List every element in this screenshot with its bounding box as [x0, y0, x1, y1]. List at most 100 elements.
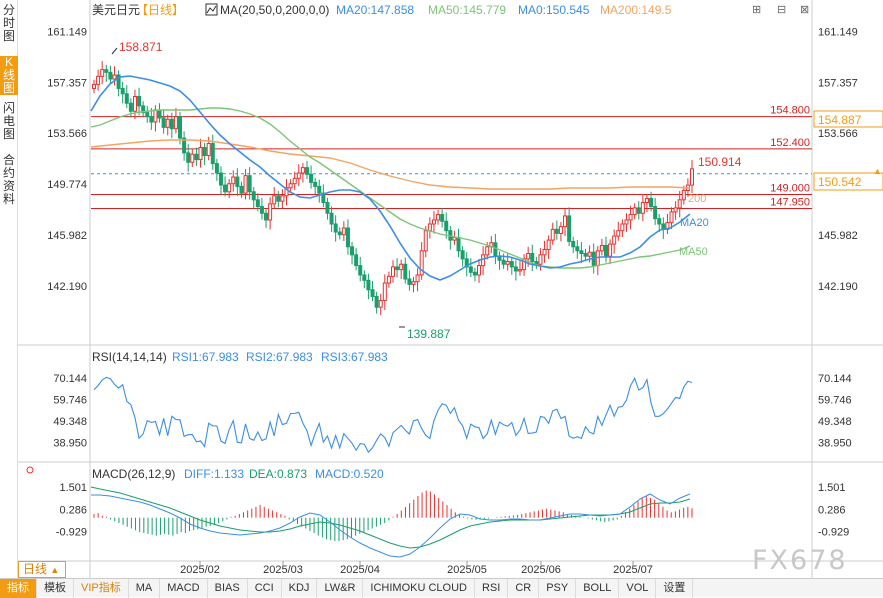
- candle-body: [382, 282, 387, 301]
- candle-body: [354, 254, 359, 267]
- candle-body: [620, 223, 625, 232]
- x-tick-4: 2025/06: [521, 564, 561, 576]
- zoom-fit-icon[interactable]: ⊞: [752, 4, 762, 16]
- candle-body: [304, 167, 309, 175]
- legend-ma-text: MA(20,50,0,200,0,0): [220, 3, 329, 17]
- candle-body: [517, 269, 522, 272]
- candle-body: [325, 202, 330, 214]
- close-icon[interactable]: ⊠: [800, 4, 810, 16]
- candle-body: [341, 227, 346, 236]
- candle-body: [501, 259, 506, 265]
- candle-body: [288, 183, 293, 189]
- level-label-3: 147.950: [770, 197, 810, 209]
- high-price-label: 158.871: [119, 40, 163, 54]
- candle-body: [563, 215, 568, 228]
- rsi-tick-right-3: 38.950: [818, 438, 852, 450]
- candle-body: [96, 75, 101, 85]
- price-tick-left-0: 161.149: [47, 26, 87, 38]
- candle-body: [509, 261, 514, 268]
- candle-body: [358, 265, 363, 276]
- toolbar-item-4[interactable]: MACD: [160, 578, 208, 598]
- candle-body: [169, 118, 174, 130]
- toolbar-item-10[interactable]: RSI: [475, 578, 509, 598]
- candle-body: [329, 212, 334, 225]
- price-tick-right-1: 157.357: [818, 77, 858, 89]
- candle-body: [206, 142, 211, 157]
- macd-tick-right-0: 1.501: [818, 482, 846, 494]
- toolbar-item-2[interactable]: VIP指标: [74, 578, 129, 598]
- candle-body: [616, 230, 621, 237]
- legend-ma50: MA50:145.779: [428, 3, 506, 17]
- candle-body: [255, 199, 260, 208]
- toolbar-item-5[interactable]: BIAS: [208, 578, 248, 598]
- legend-ma0: MA0:150.545: [518, 3, 590, 17]
- candle-body: [599, 244, 604, 252]
- toolbar-item-14[interactable]: VOL: [619, 578, 657, 598]
- candle-body: [296, 172, 301, 179]
- rsi-legend-rsi1: RSI1:67.983: [172, 350, 239, 364]
- x-tick-5: 2025/07: [613, 564, 653, 576]
- candle-body: [386, 275, 391, 284]
- toolbar-item-15[interactable]: 设置: [656, 578, 694, 598]
- candle-body: [477, 265, 482, 276]
- toolbar-item-1[interactable]: 模板: [37, 578, 74, 598]
- toolbar-item-3[interactable]: MA: [129, 578, 161, 598]
- indicator-settings-icon-mark: [206, 5, 217, 14]
- toolbar-item-9[interactable]: ICHIMOKU CLOUD: [363, 578, 475, 598]
- toolbar-item-7[interactable]: KDJ: [282, 578, 318, 598]
- candle-body: [366, 279, 371, 291]
- candle-body: [165, 118, 170, 128]
- candle-body: [321, 192, 326, 204]
- candle-body: [579, 250, 584, 255]
- toolbar-item-11[interactable]: CR: [508, 578, 540, 598]
- macd-tick-right-1: 0.286: [818, 504, 846, 516]
- candle-body: [161, 117, 166, 128]
- candle-body: [214, 163, 219, 174]
- price-tick-right-0: 161.149: [818, 26, 858, 38]
- toolbar-item-8[interactable]: LW&R: [317, 578, 364, 598]
- candle-body: [173, 116, 178, 130]
- toolbar-item-13[interactable]: BOLL: [576, 578, 620, 598]
- candle-body: [456, 236, 461, 252]
- rsi-tick-right-1: 59.746: [818, 395, 852, 407]
- candle-body: [345, 227, 350, 248]
- side-tab-3[interactable]: 合约资料: [2, 153, 15, 206]
- candle-body: [538, 254, 543, 265]
- ma20-tag: MA20: [680, 217, 709, 229]
- period-select[interactable]: 日线 ▲: [18, 561, 66, 578]
- candle-body: [608, 243, 613, 257]
- toolbar-item-12[interactable]: PSY: [539, 578, 577, 598]
- candle-body: [513, 266, 518, 272]
- side-tab-0[interactable]: 分时图: [2, 3, 15, 43]
- candle-body: [587, 251, 592, 257]
- dea-line: [90, 486, 691, 549]
- candle-body: [632, 207, 637, 216]
- kline-chart[interactable]: 161.149 161.149 157.357 157.357 153.566 153.5…: [0, 0, 883, 578]
- rsi-line: [93, 376, 693, 454]
- ma200-tag: 200: [688, 193, 706, 205]
- candle-body: [550, 228, 555, 241]
- cursor-price-box: [813, 110, 883, 128]
- candle-body: [485, 246, 490, 256]
- candle-body: [128, 102, 133, 112]
- candle-body: [431, 219, 436, 225]
- fullscreen-icon[interactable]: ⊟: [777, 4, 787, 16]
- candle-body: [649, 197, 654, 208]
- toolbar-item-0[interactable]: 指标: [0, 578, 37, 598]
- candle-body: [677, 199, 682, 209]
- side-tab-2[interactable]: 闪电图: [2, 101, 15, 141]
- price-tick-left-2: 153.566: [47, 128, 87, 140]
- rsi-tick-left-0: 70.144: [53, 373, 87, 385]
- candle-body: [427, 223, 432, 232]
- candle-body: [157, 109, 162, 119]
- low-price-label: 139.887: [407, 327, 451, 341]
- candle-body: [227, 183, 232, 193]
- candle-body: [141, 105, 146, 114]
- toolbar-item-6[interactable]: CCI: [248, 578, 282, 598]
- candle-body: [223, 184, 228, 193]
- rsi-tick-left-3: 38.950: [53, 438, 87, 450]
- candle-body: [100, 69, 105, 77]
